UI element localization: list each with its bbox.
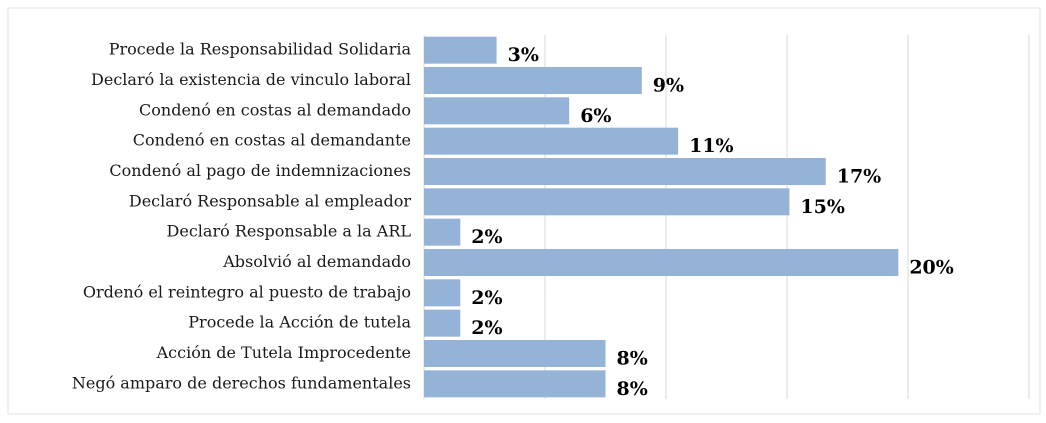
- category-label: Ordenó el reintegro al puesto de trabajo: [83, 282, 411, 301]
- bar: [424, 340, 606, 367]
- bar: [424, 249, 899, 276]
- category-label: Absolvió al demandado: [222, 252, 411, 271]
- bar: [424, 67, 642, 94]
- category-label: Negó amparo de derechos fundamentales: [72, 373, 411, 392]
- bar: [424, 36, 497, 64]
- category-label: Condenó en costas al demandante: [133, 131, 411, 150]
- value-label: 3%: [508, 44, 539, 66]
- bar: [424, 97, 570, 125]
- value-label: 6%: [580, 105, 611, 127]
- category-label: Procede la Responsabilidad Solidaria: [109, 40, 412, 59]
- bar: [424, 370, 606, 398]
- bar: [424, 309, 461, 337]
- value-label: 8%: [617, 348, 648, 370]
- value-label: 8%: [617, 378, 648, 400]
- chart-border: [7, 7, 1041, 415]
- value-label: 20%: [909, 257, 954, 279]
- bar: [424, 158, 826, 185]
- bar: [424, 218, 461, 246]
- category-label: Declaró Responsable al empleador: [129, 191, 411, 210]
- category-label: Declaró Responsable a la ARL: [167, 222, 412, 241]
- value-label: 2%: [471, 317, 502, 339]
- bar: [424, 127, 679, 155]
- bar: [424, 279, 461, 307]
- value-label: 2%: [471, 287, 502, 309]
- bar: [424, 188, 790, 216]
- value-label: 2%: [471, 226, 502, 248]
- value-label: 9%: [653, 75, 684, 97]
- category-label: Condenó en costas al demandado: [139, 100, 411, 119]
- category-label: Procede la Acción de tutela: [188, 313, 411, 332]
- category-label: Acción de Tutela Improcedente: [156, 343, 411, 362]
- value-label: 15%: [800, 196, 845, 218]
- category-label: Declaró la existencia de vinculo laboral: [91, 70, 411, 89]
- category-label: Condenó al pago de indemnizaciones: [109, 161, 411, 180]
- value-label: 11%: [689, 135, 734, 157]
- value-label: 17%: [837, 166, 882, 188]
